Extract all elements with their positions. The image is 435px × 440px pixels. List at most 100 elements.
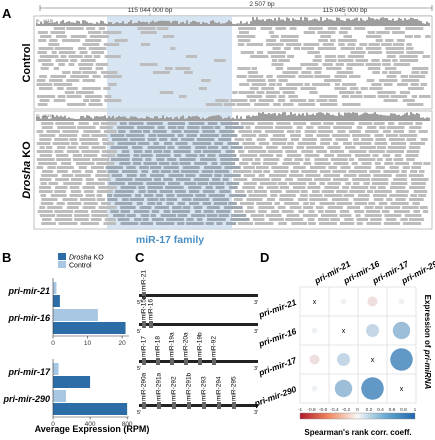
coverage-bar [384, 115, 386, 121]
read-block [243, 166, 255, 169]
coverage-bar [332, 20, 334, 26]
read-block [70, 59, 78, 62]
three-prime-label: 3' [254, 300, 258, 306]
read-block [330, 218, 340, 221]
coverage-bar [330, 115, 332, 121]
coverage-bar [80, 116, 82, 121]
coverage-bar [78, 118, 80, 121]
mirna-cluster-diagram: miR-21 5' 3' miR-15a miR-16 5' 3' miR-17 miR-18 m… [137, 270, 258, 416]
read-block [166, 202, 174, 205]
coverage-bar [342, 115, 344, 121]
read-block [364, 206, 374, 209]
read-block [386, 198, 393, 201]
read-block [184, 182, 197, 185]
read-block [85, 178, 94, 181]
read-block [336, 122, 355, 125]
read-block [385, 158, 393, 161]
coverage-bar [382, 115, 384, 121]
read-block [199, 174, 213, 177]
read-block [297, 142, 316, 145]
coverage-bar [274, 18, 276, 26]
read-block [375, 166, 385, 169]
read-block [266, 75, 273, 78]
read-block [381, 43, 392, 46]
read-block [337, 55, 346, 58]
read-block [319, 182, 325, 185]
read-block [107, 198, 118, 201]
mirna-label: miR-21 [141, 270, 148, 291]
read-block [332, 178, 349, 181]
coverage-bar [158, 20, 160, 26]
five-prime-label: 5' [137, 300, 141, 306]
read-block [158, 162, 170, 165]
coverage-bar [314, 115, 316, 121]
mirna-locus [142, 321, 146, 328]
coverage-bar [240, 116, 242, 121]
heatmap-cell-circle [361, 377, 384, 400]
read-block [398, 122, 413, 125]
read-block [331, 198, 349, 201]
coverage-bar [80, 23, 82, 26]
coverage-bar [200, 118, 202, 121]
read-block [152, 170, 160, 173]
coverage-bar [62, 20, 64, 26]
read-block [354, 210, 365, 213]
read-block [186, 218, 194, 221]
read-block [406, 150, 420, 153]
read-block [82, 43, 100, 46]
coverage-bar [212, 115, 214, 121]
read-block [128, 182, 144, 185]
read-block [411, 71, 420, 74]
coverage-bar [226, 117, 228, 121]
read-block [394, 210, 410, 213]
read-block [408, 174, 424, 177]
read-block [258, 134, 269, 137]
read-block [247, 71, 258, 74]
read-block [185, 174, 196, 177]
read-block [66, 103, 86, 106]
coverage-bar [408, 19, 410, 26]
coverage-bar [74, 22, 76, 26]
coverage-bar [258, 19, 260, 26]
read-block [352, 178, 370, 181]
read-block [388, 71, 402, 74]
coverage-bar [374, 112, 376, 121]
read-block [258, 142, 270, 145]
bar-category-label: pri-mir-21 [7, 286, 50, 296]
heatmap-cell-circle [398, 298, 405, 305]
read-block [290, 170, 299, 173]
read-block [348, 130, 361, 133]
colorbar-tick-label: 0.6 [389, 407, 396, 413]
read-block [167, 158, 177, 161]
read-block [104, 95, 112, 98]
coverage-bar [356, 17, 358, 26]
read-block [290, 138, 299, 141]
read-block [206, 214, 218, 217]
coverage-bar [356, 112, 358, 121]
read-block [344, 218, 354, 221]
coverage-bar [422, 117, 424, 121]
read-block [56, 202, 65, 205]
read-block [384, 27, 401, 30]
read-block [220, 158, 240, 161]
coverage-bar [202, 117, 204, 121]
read-block [353, 182, 360, 185]
read-block [143, 130, 150, 133]
read-block [114, 202, 133, 205]
coverage-bar [130, 116, 132, 121]
read-block [62, 198, 78, 201]
read-block [268, 83, 276, 86]
coverage-bar [128, 118, 130, 121]
colorbar-tick-label: 0.8 [400, 407, 407, 413]
mirna-locus [156, 358, 160, 365]
read-block [356, 47, 363, 50]
read-block [406, 47, 414, 50]
coverage-bar [394, 113, 396, 121]
coverage-bar [364, 20, 366, 26]
read-block [38, 47, 54, 50]
read-block [41, 198, 58, 201]
read-block [278, 59, 290, 62]
read-block [102, 31, 122, 34]
coverage-bar [60, 115, 62, 121]
read-block [422, 210, 429, 213]
